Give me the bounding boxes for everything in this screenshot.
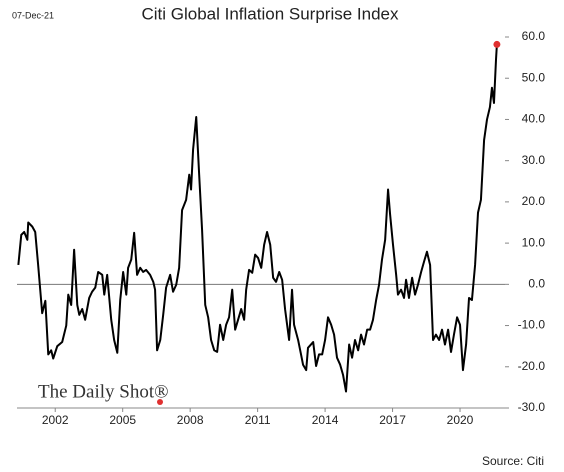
y-tick-label: 20.0 (522, 194, 546, 208)
y-tick-label: 30.0 (522, 153, 546, 167)
x-tick-label: 2014 (312, 413, 339, 427)
y-tick-label: 50.0 (522, 70, 546, 84)
y-tick-label: -10.0 (518, 318, 546, 332)
last-point (493, 40, 501, 48)
watermark: The Daily Shot® (38, 381, 169, 402)
watermark-dot (157, 399, 163, 405)
chart-title: Citi Global Inflation Surprise Index (141, 4, 399, 23)
chart-date: 07-Dec-21 (12, 10, 54, 20)
y-tick-label: -30.0 (518, 400, 546, 414)
y-tick-label: 60.0 (522, 29, 546, 43)
series-line (17, 44, 498, 393)
y-tick-label: 0.0 (528, 277, 545, 291)
x-tick-label: 2017 (379, 413, 406, 427)
y-tick-label: 10.0 (522, 235, 546, 249)
x-tick-label: 2020 (447, 413, 474, 427)
source: Source: Citi (482, 454, 544, 468)
x-tick-label: 2005 (109, 413, 136, 427)
x-tick-label: 2008 (177, 413, 204, 427)
y-tick-label: -20.0 (518, 359, 546, 373)
y-tick-label: 40.0 (522, 112, 546, 126)
x-tick-label: 2002 (42, 413, 69, 427)
x-tick-label: 2011 (245, 413, 271, 427)
